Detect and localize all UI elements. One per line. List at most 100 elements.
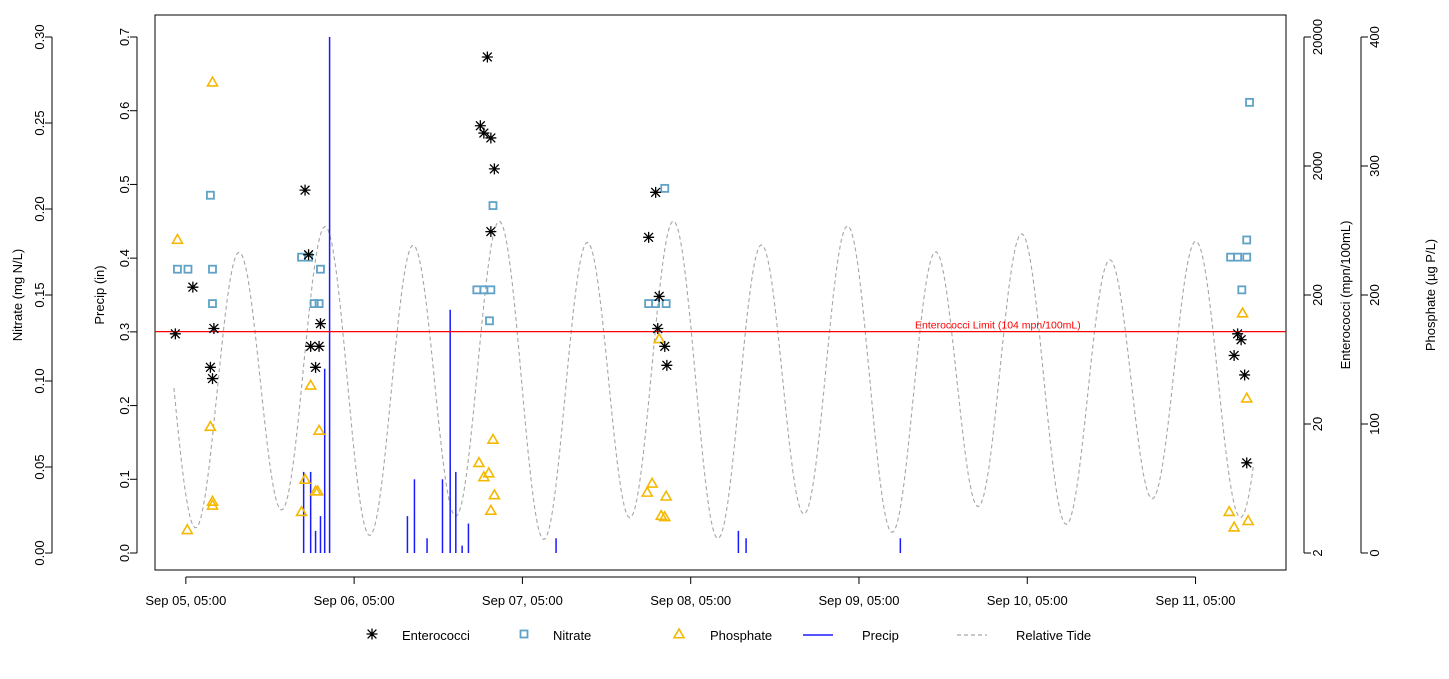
legend-glyph-phosphate <box>672 627 686 639</box>
precip-tick-label: 0.2 <box>117 397 132 415</box>
enterococci-point <box>1232 328 1244 340</box>
nitrate-point <box>183 264 193 274</box>
legend-label-nitrate: Nitrate <box>553 628 591 643</box>
phosphate-point <box>640 485 654 497</box>
precip-tick-label: 0.3 <box>117 323 132 341</box>
legend-glyph-nitrate <box>519 629 529 639</box>
phosphate-point <box>295 505 308 517</box>
nitrate-point <box>173 264 182 274</box>
enterococci-tick-label: 2 <box>1310 549 1325 556</box>
phosphate-tick-label: 0 <box>1367 549 1382 556</box>
nitrate-point <box>486 285 496 295</box>
nitrate-point <box>1242 252 1252 262</box>
enterococci-point <box>206 373 218 385</box>
enterococci-point <box>208 322 220 334</box>
enterococci-tick-label: 200 <box>1310 284 1325 306</box>
phosphate-axis-title: Phosphate (µg P/L) <box>1423 239 1438 351</box>
nitrate-point <box>309 299 319 309</box>
enterococci-point <box>310 361 322 373</box>
x-tick-label: Sep 09, 05:00 <box>818 593 899 608</box>
nitrate-tick-label: 0.20 <box>32 196 47 221</box>
phosphate-tick-label: 300 <box>1367 155 1382 177</box>
precip-axis-title: Precip (in) <box>92 265 107 324</box>
nitrate-point <box>660 183 670 193</box>
x-tick-label: Sep 11, 05:00 <box>1156 593 1236 608</box>
phosphate-tick-label: 100 <box>1367 413 1382 435</box>
enterococci-point <box>650 186 662 198</box>
enterococci-point <box>299 184 311 196</box>
enterococci-point <box>478 127 490 139</box>
nitrate-point <box>1237 285 1247 295</box>
precip-tick-label: 0.5 <box>117 175 132 193</box>
enterococci-tick-label: 20000 <box>1310 19 1325 55</box>
phosphate-point <box>1236 306 1249 318</box>
axes: Sep 05, 05:00 Sep 06, 05:00 Sep 07, 05:00 S… <box>10 19 1438 608</box>
enterococci-tick-label: 20 <box>1310 417 1325 431</box>
enterococci-point <box>1235 334 1247 346</box>
precip-series <box>302 37 902 553</box>
nitrate-point <box>1245 97 1254 107</box>
tide-line <box>173 220 1255 541</box>
nitrate-point <box>472 285 482 295</box>
nitrate-point <box>205 190 215 200</box>
nitrate-point <box>644 299 654 309</box>
limit-label: Enterococci Limit (104 mpn/100mL) <box>915 320 1081 332</box>
enterococci-point <box>481 51 493 63</box>
enterococci-series <box>169 51 1253 469</box>
precip-tick-label: 0.1 <box>117 470 132 488</box>
phosphate-point <box>658 510 672 522</box>
legend-label-precip: Precip <box>862 628 899 643</box>
nitrate-point <box>1226 252 1236 262</box>
nitrate-series <box>173 97 1254 326</box>
nitrate-point <box>1242 235 1252 245</box>
x-tick-label: Sep 08, 05:00 <box>650 593 731 608</box>
phosphate-point <box>171 232 184 245</box>
enterococci-point <box>652 322 664 334</box>
nitrate-point <box>208 299 217 309</box>
enterococci-point <box>661 359 673 371</box>
precip-tick-label: 0.7 <box>117 28 132 46</box>
phosphate-point <box>645 476 659 488</box>
enterococci-point <box>485 132 497 144</box>
legend-glyph-enterococci <box>366 628 378 640</box>
x-tick-label: Sep 10, 05:00 <box>987 593 1068 608</box>
phosphate-tick-label: 400 <box>1367 26 1382 48</box>
legend-label-phosphate: Phosphate <box>710 628 772 643</box>
enterococci-point <box>204 361 216 373</box>
phosphate-point <box>304 378 318 390</box>
x-tick-label: Sep 07, 05:00 <box>482 593 563 608</box>
x-tick-label: Sep 06, 05:00 <box>314 593 395 608</box>
phosphate-point <box>206 498 219 510</box>
nitrate-point <box>479 285 489 295</box>
phosphate-point <box>652 332 666 344</box>
phosphate-series <box>171 75 1255 535</box>
plot-frame <box>154 14 1287 571</box>
enterococci-point <box>313 340 325 352</box>
enterococci-point <box>1228 349 1240 361</box>
phosphate-point <box>180 523 194 535</box>
enterococci-point <box>485 226 497 238</box>
enterococci-point <box>474 120 486 132</box>
enterococci-point <box>187 281 199 293</box>
enterococci-axis-title: Enterococci (mpn/100mL) <box>1338 221 1353 370</box>
enterococci-point <box>169 328 181 340</box>
enterococci-point <box>659 340 671 352</box>
legend: Enterococci Nitrate Phosphate Precip Relativ… <box>366 627 1091 643</box>
nitrate-point <box>316 264 325 274</box>
phosphate-point <box>1240 391 1254 403</box>
phosphate-point <box>482 466 496 478</box>
phosphate-point <box>472 456 486 468</box>
legend-label-tide: Relative Tide <box>1016 628 1091 643</box>
tide-series <box>173 220 1255 541</box>
phosphate-point <box>659 489 673 501</box>
x-tick-label: Sep 05, 05:00 <box>145 593 226 608</box>
enterococci-point <box>653 290 665 302</box>
nitrate-axis-title: Nitrate (mg N/L) <box>10 249 25 341</box>
nitrate-point <box>314 299 324 309</box>
enterococci-limit-line: Enterococci Limit (104 mpn/100mL) <box>155 320 1286 333</box>
phosphate-point <box>206 494 219 506</box>
precip-tick-label: 0.4 <box>117 249 132 267</box>
phosphate-point <box>312 423 326 435</box>
nitrate-tick-label: 0.30 <box>32 24 47 49</box>
